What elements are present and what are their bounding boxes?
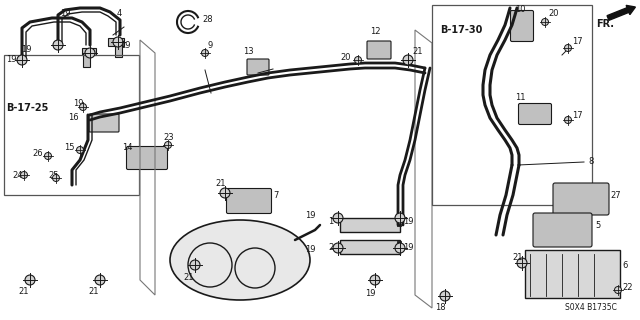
FancyBboxPatch shape [89,114,119,132]
FancyArrow shape [607,5,636,20]
Text: 19: 19 [73,100,83,108]
Text: 10: 10 [515,5,525,14]
Text: 6: 6 [622,260,627,269]
FancyBboxPatch shape [553,183,609,215]
Text: 9: 9 [208,41,213,50]
Circle shape [333,213,343,223]
Text: 13: 13 [243,47,253,57]
Text: 18: 18 [435,302,445,311]
Circle shape [220,188,230,198]
Circle shape [355,57,362,63]
Text: 4: 4 [117,10,122,19]
Bar [83,53,90,67]
Circle shape [333,243,343,253]
Circle shape [25,275,35,285]
Text: 2: 2 [328,243,333,252]
Text: 23: 23 [163,133,173,142]
Text: 5: 5 [595,220,600,229]
Bar [525,250,620,298]
Text: 22: 22 [622,284,632,292]
Text: 20: 20 [340,52,351,61]
Text: 21: 21 [412,47,422,57]
Text: 19: 19 [365,290,376,299]
Text: B-17-30: B-17-30 [440,25,483,35]
Text: 27: 27 [610,190,621,199]
Text: 24: 24 [12,171,22,180]
Circle shape [52,174,60,181]
Text: 25: 25 [48,171,58,180]
Text: 19: 19 [305,245,316,254]
Text: 8: 8 [588,157,593,166]
Circle shape [53,40,63,50]
Text: 26: 26 [32,148,43,157]
Bar [108,38,124,46]
Text: 21: 21 [183,274,193,283]
FancyBboxPatch shape [518,103,552,124]
Circle shape [517,258,527,268]
Circle shape [370,275,380,285]
FancyBboxPatch shape [367,41,391,59]
Text: 19: 19 [403,244,413,252]
Text: 20: 20 [548,9,559,18]
Circle shape [614,286,621,293]
FancyBboxPatch shape [227,188,271,213]
Circle shape [403,55,413,65]
Text: FR.: FR. [596,19,614,29]
Text: 16: 16 [68,114,79,123]
Circle shape [395,213,405,223]
Circle shape [190,260,200,270]
Text: 17: 17 [572,111,582,121]
Bar [4,55,139,195]
Text: 7: 7 [273,190,278,199]
Bar [115,43,122,57]
Text: 1: 1 [328,218,333,227]
Text: 21: 21 [215,180,225,188]
Circle shape [164,141,172,148]
Circle shape [395,243,405,253]
Bar [432,5,592,205]
Text: 19: 19 [120,41,131,50]
Text: 21: 21 [512,252,522,261]
Circle shape [20,172,28,179]
FancyBboxPatch shape [247,59,269,75]
Circle shape [79,103,86,110]
Circle shape [77,147,83,154]
Bar [340,218,400,232]
Circle shape [45,153,51,159]
Text: 19: 19 [305,211,316,220]
Text: 11: 11 [515,93,525,102]
Bar [82,48,96,55]
FancyBboxPatch shape [533,213,592,247]
Circle shape [440,291,450,301]
FancyBboxPatch shape [127,147,168,170]
Text: 17: 17 [572,37,582,46]
Circle shape [85,48,95,58]
Text: B-17-25: B-17-25 [6,103,49,113]
FancyBboxPatch shape [511,11,534,42]
Text: 28: 28 [202,15,212,25]
Circle shape [17,55,27,65]
Circle shape [564,116,572,124]
Text: 14: 14 [122,143,132,153]
Circle shape [564,44,572,52]
Text: 12: 12 [370,28,381,36]
Text: 19: 19 [403,218,413,227]
Text: 21: 21 [18,287,29,297]
Text: S0X4 B1735C: S0X4 B1735C [565,302,617,311]
Ellipse shape [170,220,310,300]
Text: 15: 15 [64,143,74,153]
Text: 19: 19 [6,55,17,65]
Text: 19: 19 [60,10,70,19]
Bar [340,240,400,254]
Circle shape [113,37,123,47]
Text: 19: 19 [21,45,31,54]
Text: 21: 21 [88,287,99,297]
Circle shape [95,275,105,285]
Circle shape [541,19,548,26]
Circle shape [202,50,209,57]
